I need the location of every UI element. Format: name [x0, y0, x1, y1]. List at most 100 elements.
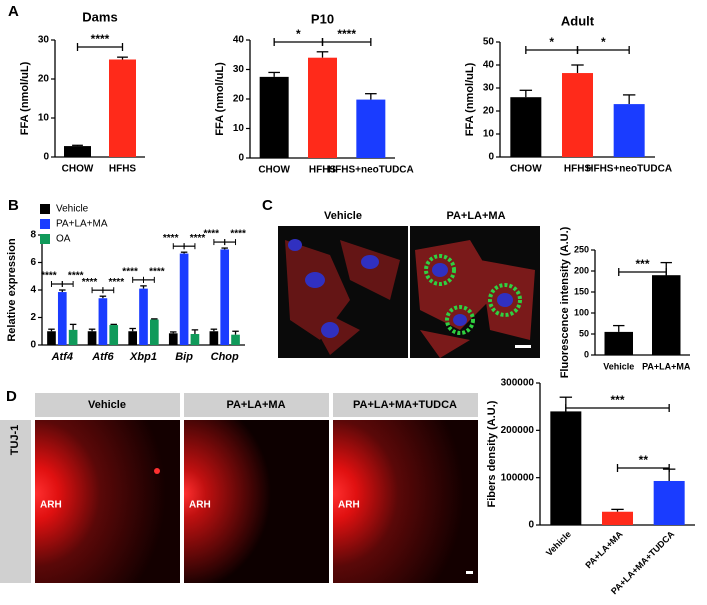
sig-label: ****	[122, 267, 138, 278]
legend-swatch	[40, 204, 50, 214]
legend-swatch	[40, 219, 50, 229]
sig-label: *	[296, 27, 301, 41]
image-header-box	[184, 393, 329, 417]
y-tick-label: 0	[584, 349, 589, 359]
bar	[128, 331, 138, 345]
y-tick-label: 250	[574, 244, 589, 254]
panel-label: B	[8, 197, 19, 214]
panel-label: A	[8, 3, 19, 20]
image-header: PA+LA+MA	[226, 399, 285, 411]
region-label: ARH	[189, 500, 211, 511]
x-tick-label: PA+LA+MA	[642, 361, 691, 371]
bar	[220, 249, 230, 345]
x-tick-label: HFHS	[564, 164, 592, 175]
legend-label: Vehicle	[56, 204, 89, 215]
bar	[190, 334, 200, 345]
sig-label: *	[549, 35, 554, 49]
y-tick-label: 100000	[501, 472, 535, 483]
bar	[87, 331, 97, 345]
y-tick-label: 0	[238, 153, 244, 164]
x-tick-label: Atf6	[91, 351, 114, 363]
sig-label: ****	[203, 229, 219, 240]
bar	[510, 97, 542, 157]
y-tick-label: 0	[488, 152, 494, 163]
legend-label: PA+LA+MA	[56, 219, 108, 230]
sig-label: *	[601, 35, 606, 49]
bar	[356, 99, 386, 158]
x-tick-label: Atf4	[51, 351, 73, 363]
x-tick-label: Bip	[175, 351, 193, 363]
bar	[652, 275, 681, 355]
sig-label: ****	[230, 229, 246, 240]
bar	[259, 76, 289, 158]
y-tick-label: 50	[579, 328, 589, 338]
chart-title: Adult	[561, 13, 595, 28]
y-tick-label: 4	[30, 285, 36, 296]
y-tick-label: 2	[30, 312, 36, 323]
y-tick-label: 20	[38, 74, 50, 85]
legend-swatch	[40, 234, 50, 244]
sig-label: ****	[109, 277, 125, 288]
y-tick-label: 30	[233, 64, 245, 75]
bar	[149, 319, 159, 345]
side-label: TUJ-1	[9, 425, 21, 456]
x-tick-label: Chop	[211, 351, 239, 363]
y-tick-label: 300000	[501, 378, 535, 389]
bar	[231, 334, 240, 345]
sig-label: ****	[149, 267, 165, 278]
bar	[602, 511, 633, 525]
micrograph	[278, 226, 408, 358]
y-tick-label: 0	[528, 520, 534, 531]
y-tick-label: 10	[483, 129, 495, 140]
x-tick-label: CHOW	[258, 165, 290, 176]
legend-label: OA	[56, 234, 71, 245]
bar	[168, 333, 178, 345]
y-axis-label: FFA (nmol/uL)	[19, 61, 31, 135]
y-tick-label: 50	[483, 37, 495, 48]
x-tick-label: CHOW	[510, 164, 542, 175]
chart-title: P10	[311, 11, 334, 26]
y-tick-label: 40	[483, 60, 495, 71]
sig-label: ****	[91, 32, 110, 46]
image-header: Vehicle	[88, 399, 126, 411]
bar	[562, 73, 593, 157]
y-axis-label: FFA (nmol/uL)	[464, 62, 476, 136]
sig-label: ****	[82, 277, 98, 288]
bar	[109, 59, 136, 157]
y-tick-label: 30	[483, 83, 495, 94]
x-tick-label: HFHS	[109, 164, 137, 175]
micrograph	[35, 420, 180, 583]
y-tick-label: 30	[38, 35, 50, 46]
x-tick-label: Vehicle	[544, 529, 573, 558]
bar	[550, 411, 582, 525]
region-label: ARH	[338, 500, 360, 511]
y-tick-label: 200	[574, 265, 589, 275]
y-tick-label: 100	[574, 307, 589, 317]
bar	[613, 104, 645, 157]
region-label: ARH	[40, 500, 62, 511]
bar	[604, 331, 633, 355]
y-tick-label: 150	[574, 286, 589, 296]
bar	[98, 298, 108, 345]
bar	[308, 57, 337, 159]
sig-label: ***	[635, 257, 649, 271]
y-axis-label: Fibers density (A.U.)	[486, 400, 498, 507]
bar	[139, 288, 148, 345]
side-label-box	[0, 420, 31, 583]
bar	[68, 329, 78, 345]
y-axis-label: Fluorescence intensity (A.U.)	[559, 226, 571, 378]
y-tick-label: 20	[233, 94, 245, 105]
x-tick-label: HFHS	[309, 165, 337, 176]
bar	[47, 331, 56, 345]
micrograph	[333, 420, 478, 583]
x-tick-label: Xbp1	[129, 351, 157, 363]
bar	[653, 480, 685, 525]
micrograph	[410, 226, 540, 358]
y-tick-label: 10	[38, 113, 50, 124]
image-header-box	[333, 393, 478, 417]
image-header-box	[35, 393, 180, 417]
y-tick-label: 20	[483, 106, 495, 117]
panel-label: C	[262, 197, 273, 214]
sig-label: **	[639, 453, 649, 467]
